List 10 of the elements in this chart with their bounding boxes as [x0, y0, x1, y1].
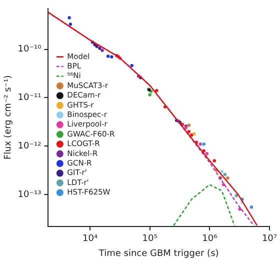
y-tick-label: 10⁻¹⁰: [18, 44, 42, 55]
y-axis-title: Flux (erg cm⁻² s⁻¹): [4, 75, 14, 160]
x-axis-title: Time since GBM trigger (s): [98, 248, 219, 259]
y-tick-label: 10⁻¹³: [18, 190, 42, 200]
y-tick-label: 10⁻¹¹: [18, 93, 42, 104]
x-tick-label: 10⁷: [262, 234, 278, 244]
y-tick-label: 10⁻¹²: [18, 141, 42, 152]
x-tick-label: 10⁵: [142, 234, 158, 244]
x-tick-label: 10⁶: [202, 234, 218, 244]
x-tick-label: 10⁴: [82, 234, 98, 244]
